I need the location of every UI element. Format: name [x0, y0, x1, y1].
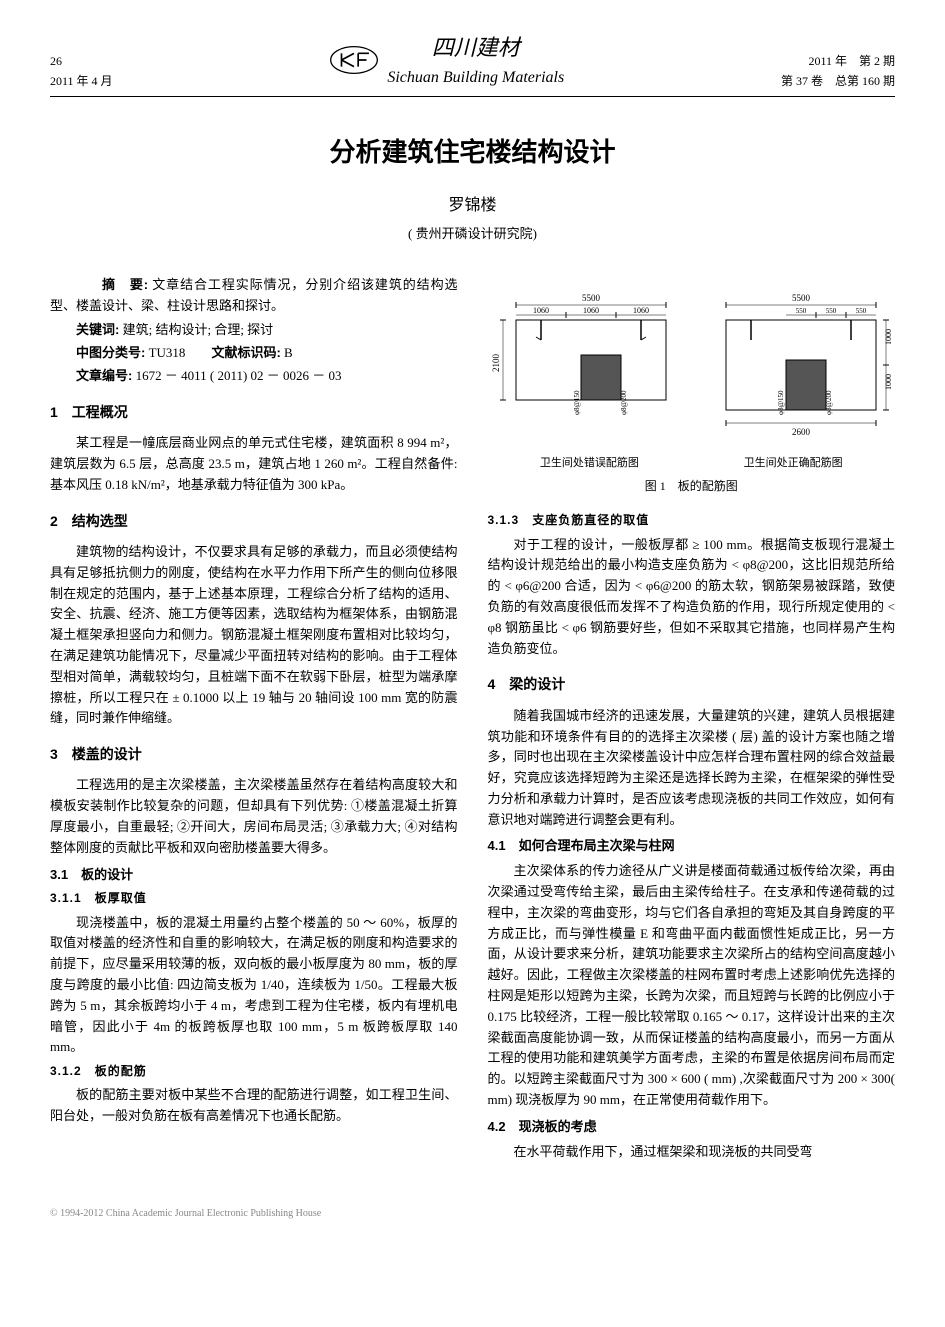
journal-name-cn: 四川建材	[432, 35, 520, 60]
svg-text:550: 550	[796, 307, 807, 315]
fig1-sub-right: 卫生间处正确配筋图	[744, 455, 843, 473]
doccode-value: B	[284, 345, 293, 360]
header-date: 2011 年 4 月	[50, 72, 113, 91]
svg-text:φ8@200: φ8@200	[620, 390, 628, 415]
clc-line: 中图分类号: TU318 文献标识码: B	[50, 343, 458, 364]
left-column: 摘 要: 文章结合工程实际情况，分别介绍该建筑的结构选型、楼盖设计、梁、柱设计思…	[50, 275, 458, 1167]
journal-name-en: Sichuan Building Materials	[387, 69, 564, 86]
doccode-label: 文献标识码:	[211, 345, 280, 360]
volume-info: 第 37 卷 总第 160 期	[781, 72, 895, 91]
svg-text:1000: 1000	[884, 374, 891, 390]
right-column: 5500 1060 1060 1060 2100	[488, 275, 896, 1167]
keywords-line: 关键词: 建筑; 结构设计; 合理; 探讨	[50, 320, 458, 341]
right-diagram: 5500 550 550 550 1000 1000	[726, 293, 891, 437]
svg-text:φ8@150: φ8@150	[573, 390, 581, 415]
svg-text:5500: 5500	[792, 293, 811, 303]
section-4-p1: 随着我国城市经济的迅速发展，大量建筑的兴建，建筑人员根据建筑功能和环境条件有目的…	[488, 706, 896, 831]
section-3-1-1-p1: 现浇楼盖中，板的混凝土用量约占整个楼盖的 50 ～ 60%，板厚的取值对楼盖的经…	[50, 913, 458, 1059]
section-2-heading: 2 结构选型	[50, 510, 458, 532]
journal-logo: 四川建材 Sichuan Building Materials	[113, 30, 781, 91]
section-4-2-heading: 4.2 现浇板的考虑	[488, 1117, 896, 1138]
figure-1-caption: 图 1 板的配筋图	[488, 477, 896, 496]
section-3-1-3-heading: 3.1.3 支座负筋直径的取值	[488, 511, 896, 530]
section-3-1-2-heading: 3.1.2 板的配筋	[50, 1062, 458, 1081]
section-4-1-p1: 主次梁体系的传力途径从广义讲是楼面荷载通过板传给次梁，再由次梁通过受弯传给主梁，…	[488, 861, 896, 1111]
fig1-sub-left: 卫生间处错误配筋图	[540, 455, 639, 473]
header-right: 2011 年 第 2 期 第 37 卷 总第 160 期	[781, 52, 895, 90]
header-left: 26 2011 年 4 月	[50, 52, 113, 90]
abstract-label: 摘 要:	[102, 277, 148, 292]
section-4-heading: 4 梁的设计	[488, 673, 896, 695]
section-3-1-heading: 3.1 板的设计	[50, 865, 458, 886]
article-id-line: 文章编号: 1672 － 4011 ( 2011) 02 － 0026 － 03	[50, 366, 458, 387]
abstract-block: 摘 要: 文章结合工程实际情况，分别介绍该建筑的结构选型、楼盖设计、梁、柱设计思…	[50, 275, 458, 387]
section-3-1-3-p1: 对于工程的设计，一般板厚都 ≥ 100 mm。根据简支板现行混凝土结构设计规范给…	[488, 535, 896, 660]
author-name: 罗锦楼	[50, 193, 895, 219]
page-header: 26 2011 年 4 月 四川建材 Sichuan Building Mate…	[50, 30, 895, 97]
section-3-1-2-p1: 板的配筋主要对板中某些不合理的配筋进行调整，如工程卫生间、阳台处，一般对负筋在板…	[50, 1085, 458, 1127]
svg-text:φ8@200: φ8@200	[825, 390, 833, 415]
page-footer: © 1994-2012 China Academic Journal Elect…	[50, 1206, 895, 1222]
figure-1-subcaptions: 卫生间处错误配筋图 卫生间处正确配筋图	[488, 455, 896, 473]
keywords-text: 建筑; 结构设计; 合理; 探讨	[123, 322, 274, 337]
svg-text:φ8@150: φ8@150	[777, 390, 785, 415]
abstract-text: 摘 要: 文章结合工程实际情况，分别介绍该建筑的结构选型、楼盖设计、梁、柱设计思…	[50, 275, 458, 317]
article-title: 分析建筑住宅楼结构设计	[50, 132, 895, 174]
section-3-1-1-heading: 3.1.1 板厚取值	[50, 889, 458, 908]
svg-text:2100: 2100	[491, 353, 501, 372]
svg-text:2600: 2600	[792, 427, 811, 437]
svg-text:550: 550	[826, 307, 837, 315]
article-id-value: 1672 － 4011 ( 2011) 02 － 0026 － 03	[136, 368, 342, 383]
header-center: 四川建材 Sichuan Building Materials	[113, 30, 781, 91]
section-2-p1: 建筑物的结构设计，不仅要求具有足够的承载力，而且必须使结构具有足够抵抗侧力的刚度…	[50, 542, 458, 729]
clc-label: 中图分类号:	[76, 345, 145, 360]
year-issue: 2011 年 第 2 期	[781, 52, 895, 71]
svg-text:1060: 1060	[633, 306, 649, 315]
svg-text:550: 550	[856, 307, 867, 315]
article-id-label: 文章编号:	[76, 368, 132, 383]
body-columns: 摘 要: 文章结合工程实际情况，分别介绍该建筑的结构选型、楼盖设计、梁、柱设计思…	[50, 275, 895, 1167]
section-4-1-heading: 4.1 如何合理布局主次梁与柱网	[488, 836, 896, 857]
section-1-p1: 某工程是一幢底层商业网点的单元式住宅楼，建筑面积 8 994 m²，建筑层数为 …	[50, 433, 458, 495]
svg-text:1060: 1060	[583, 306, 599, 315]
section-1-heading: 1 工程概况	[50, 401, 458, 423]
author-affiliation: ( 贵州开磷设计研究院)	[50, 224, 895, 245]
section-3-heading: 3 楼盖的设计	[50, 743, 458, 765]
svg-text:1000: 1000	[884, 329, 891, 345]
dim-5500-l: 5500	[582, 293, 601, 303]
section-4-2-p1: 在水平荷载作用下，通过框架梁和现浇板的共同受弯	[488, 1142, 896, 1163]
keywords-label: 关键词:	[76, 322, 119, 337]
page-number: 26	[50, 52, 113, 71]
left-diagram: 5500 1060 1060 1060 2100	[491, 293, 666, 415]
svg-text:1060: 1060	[533, 306, 549, 315]
journal-logo-icon	[329, 45, 379, 75]
rebar-diagram-svg: 5500 1060 1060 1060 2100	[491, 285, 891, 445]
figure-1: 5500 1060 1060 1060 2100	[488, 285, 896, 497]
clc-value: TU318	[149, 345, 186, 360]
section-3-p1: 工程选用的是主次梁楼盖，主次梁楼盖虽然存在着结构高度较大和模板安装制作比较复杂的…	[50, 775, 458, 858]
